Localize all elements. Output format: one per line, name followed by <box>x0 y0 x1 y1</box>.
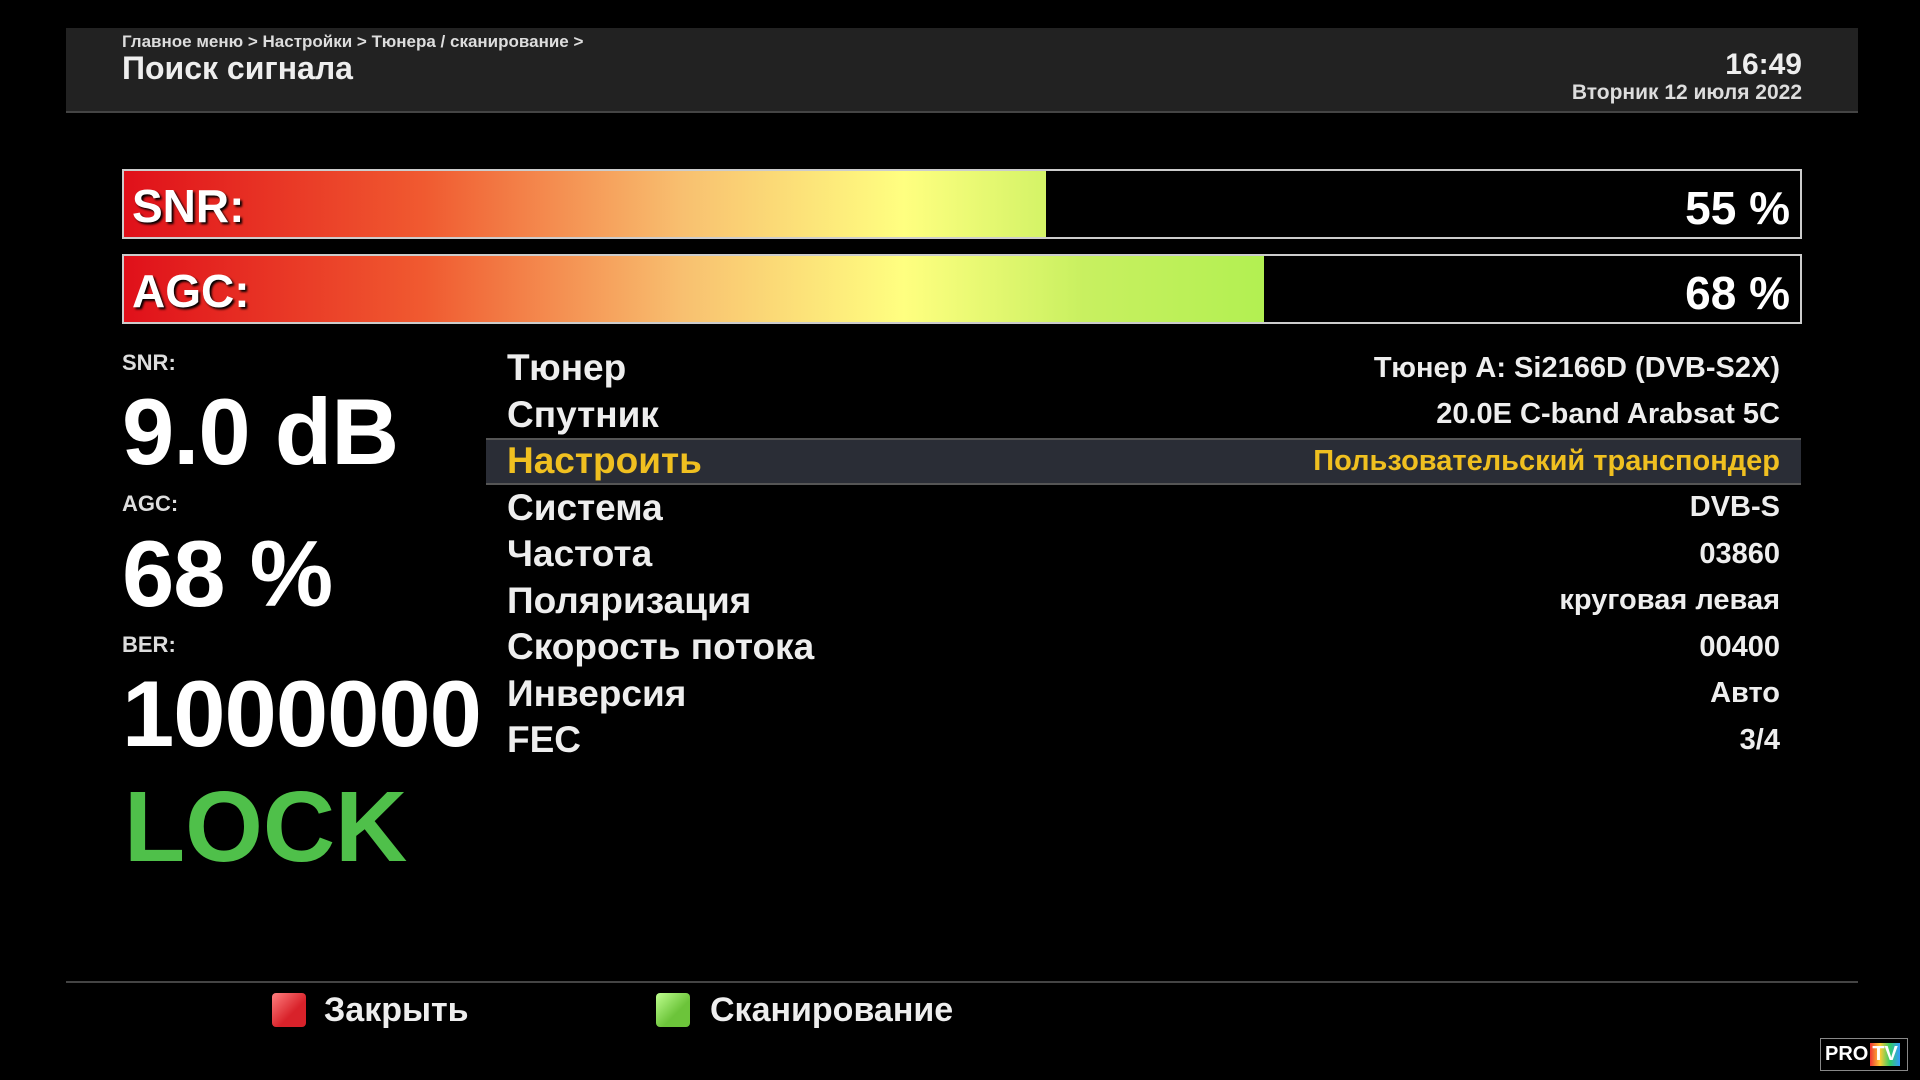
row-value: 3/4 <box>1739 723 1780 756</box>
lock-status: LOCK <box>124 771 408 883</box>
row-value: DVB-S <box>1689 491 1780 524</box>
ber-label: BER: <box>122 632 176 657</box>
row-label: Спутник <box>507 393 659 435</box>
scan-button[interactable]: Сканирование <box>710 991 954 1029</box>
close-button[interactable]: Закрыть <box>324 991 469 1029</box>
row-label: FEC <box>507 719 581 761</box>
row-label: Тюнер <box>507 347 627 389</box>
row-label: Скорость потока <box>507 626 815 668</box>
settings-row[interactable]: Частота 03860 <box>486 531 1801 578</box>
row-value: Тюнер A: Si2166D (DVB-S2X) <box>1373 351 1780 384</box>
page-title: Поиск сигнала <box>122 50 353 86</box>
clock-date: Вторник 12 июля 2022 <box>1571 81 1802 104</box>
ber-value: 1000000 <box>122 661 482 766</box>
settings-row[interactable]: FEC 3/4 <box>486 717 1801 764</box>
row-label: Система <box>507 486 663 528</box>
agc-bar-fill <box>124 256 1264 322</box>
red-key-icon <box>272 993 306 1027</box>
settings-row[interactable]: Тюнер Тюнер A: Si2166D (DVB-S2X) <box>486 345 1801 392</box>
row-label: Инверсия <box>507 672 687 714</box>
settings-row[interactable]: Спутник 20.0E C-band Arabsat 5C <box>486 392 1801 439</box>
row-label: Поляризация <box>507 579 752 621</box>
row-value: 00400 <box>1699 630 1780 663</box>
tuner-settings-list: Тюнер Тюнер A: Si2166D (DVB-S2X) Спутник 20… <box>486 345 1801 764</box>
breadcrumb: Главное меню > Настройки > Тюнера / скан… <box>122 32 584 51</box>
snr-bar-fill <box>124 171 1046 237</box>
agc-bar-percent: 68 % <box>1685 267 1790 319</box>
snr-value: 9.0 dB <box>122 379 399 484</box>
agc-bar-label: AGC: <box>132 265 250 317</box>
agc-label: AGC: <box>122 491 179 516</box>
clock-time: 16:49 <box>1725 48 1802 81</box>
header: Главное меню > Настройки > Тюнера / скан… <box>66 28 1858 113</box>
snr-bar-percent: 55 % <box>1685 182 1790 234</box>
row-value: 20.0E C-band Arabsat 5C <box>1436 398 1780 431</box>
agc-value: 68 % <box>122 521 333 626</box>
row-label: Настроить <box>507 440 702 482</box>
green-key-icon <box>656 993 690 1027</box>
footer-divider <box>66 981 1858 983</box>
settings-row[interactable]: Настроить Пользовательский транспондер <box>486 438 1801 485</box>
settings-row[interactable]: Поляризация круговая левая <box>486 578 1801 625</box>
row-value: круговая левая <box>1559 584 1780 617</box>
snr-bar-label: SNR: <box>132 180 245 232</box>
row-value: 03860 <box>1699 537 1780 570</box>
row-value: Пользовательский транспондер <box>1313 444 1780 477</box>
settings-row[interactable]: Инверсия Авто <box>486 671 1801 718</box>
settings-row[interactable]: Скорость потока 00400 <box>486 624 1801 671</box>
row-label: Частота <box>507 533 653 575</box>
settings-row[interactable]: Система DVB-S <box>486 485 1801 532</box>
snr-bar: SNR: 55 % <box>122 169 1802 239</box>
agc-bar: AGC: 68 % <box>122 254 1802 324</box>
protv-logo: PRO TV <box>1820 1038 1908 1071</box>
snr-label: SNR: <box>122 350 176 375</box>
row-value: Авто <box>1710 677 1780 710</box>
